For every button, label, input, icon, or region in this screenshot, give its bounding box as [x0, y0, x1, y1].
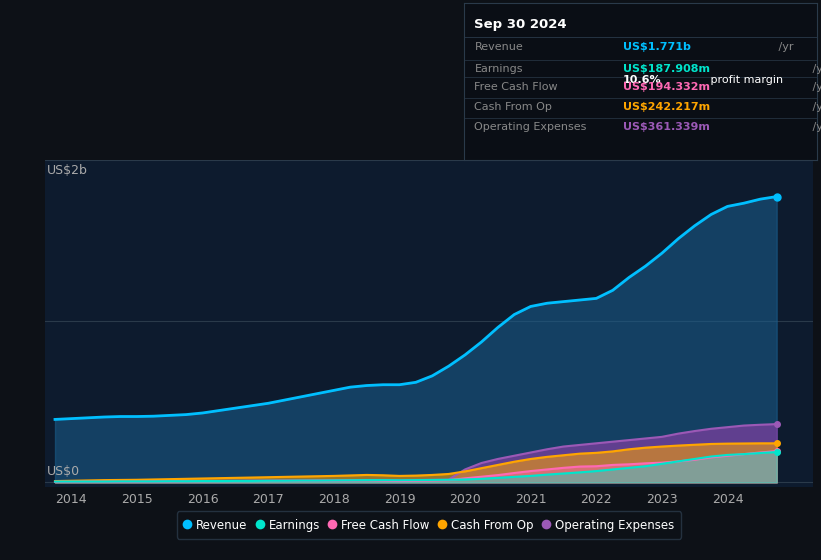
Text: Operating Expenses: Operating Expenses	[475, 123, 587, 133]
Text: /yr: /yr	[775, 43, 794, 53]
Text: /yr: /yr	[810, 102, 821, 112]
Text: US$0: US$0	[47, 464, 80, 478]
Text: /yr: /yr	[810, 82, 821, 92]
Text: US$2b: US$2b	[47, 165, 87, 178]
Text: Earnings: Earnings	[475, 64, 523, 74]
Text: /yr: /yr	[810, 64, 821, 74]
Text: US$1.771b: US$1.771b	[623, 43, 690, 53]
Text: US$187.908m: US$187.908m	[623, 64, 709, 74]
Text: US$194.332m: US$194.332m	[623, 82, 709, 92]
Legend: Revenue, Earnings, Free Cash Flow, Cash From Op, Operating Expenses: Revenue, Earnings, Free Cash Flow, Cash …	[177, 511, 681, 539]
Text: US$361.339m: US$361.339m	[623, 123, 709, 133]
Text: /yr: /yr	[810, 123, 821, 133]
Text: Revenue: Revenue	[475, 43, 523, 53]
Text: profit margin: profit margin	[708, 76, 783, 86]
Text: Sep 30 2024: Sep 30 2024	[475, 18, 567, 31]
Text: Free Cash Flow: Free Cash Flow	[475, 82, 558, 92]
Text: 10.6%: 10.6%	[623, 76, 662, 86]
Text: US$242.217m: US$242.217m	[623, 102, 710, 112]
Text: Cash From Op: Cash From Op	[475, 102, 553, 112]
